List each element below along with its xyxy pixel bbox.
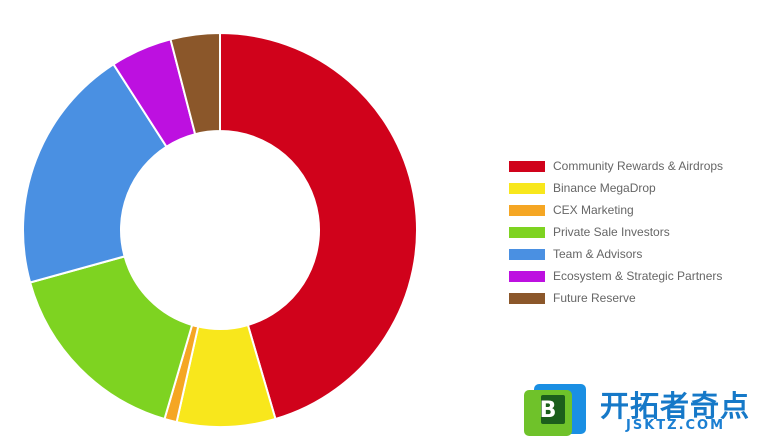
legend-item-ecosystem-strategic-partners[interactable]: Ecosystem & Strategic Partners: [509, 265, 723, 287]
legend-swatch: [509, 292, 545, 304]
legend-swatch: [509, 160, 545, 172]
legend-label: Binance MegaDrop: [553, 181, 656, 195]
legend-label: Future Reserve: [553, 291, 636, 305]
legend-item-team-advisors[interactable]: Team & Advisors: [509, 243, 723, 265]
slice-private-sale-investors[interactable]: [28, 255, 194, 421]
slice-community-rewards-airdrops[interactable]: [219, 31, 418, 421]
legend-item-private-sale-investors[interactable]: Private Sale Investors: [509, 221, 723, 243]
chart-slices: [22, 31, 418, 428]
legend-item-cex-marketing[interactable]: CEX Marketing: [509, 199, 723, 221]
watermark-title: 开拓者奇点: [600, 389, 751, 423]
legend-label: Community Rewards & Airdrops: [553, 159, 724, 173]
legend-swatch: [509, 248, 545, 260]
legend-swatch: [509, 270, 545, 282]
chart-legend: Community Rewards & Airdrops Binance Mega…: [509, 155, 723, 309]
slice-team-advisors[interactable]: [22, 62, 168, 284]
legend-label: Ecosystem & Strategic Partners: [553, 269, 723, 283]
legend-item-future-reserve[interactable]: Future Reserve: [509, 287, 723, 309]
legend-label: CEX Marketing: [553, 203, 634, 217]
legend-swatch: [509, 226, 545, 238]
legend-item-binance-megadrop[interactable]: Binance MegaDrop: [509, 177, 723, 199]
site-watermark: B 开拓者奇点 JSKTZ.COM: [518, 381, 760, 439]
legend-swatch: [509, 182, 545, 194]
legend-item-community-rewards-airdrops[interactable]: Community Rewards & Airdrops: [509, 155, 723, 177]
legend-label: Private Sale Investors: [553, 225, 670, 239]
legend-label: Team & Advisors: [553, 247, 643, 261]
logo-letter: B: [540, 398, 557, 423]
legend-swatch: [509, 204, 545, 216]
site-logo-icon: B: [524, 384, 586, 436]
watermark-subtitle: JSKTZ.COM: [626, 418, 726, 433]
slice-future-reserve[interactable]: [169, 31, 221, 136]
